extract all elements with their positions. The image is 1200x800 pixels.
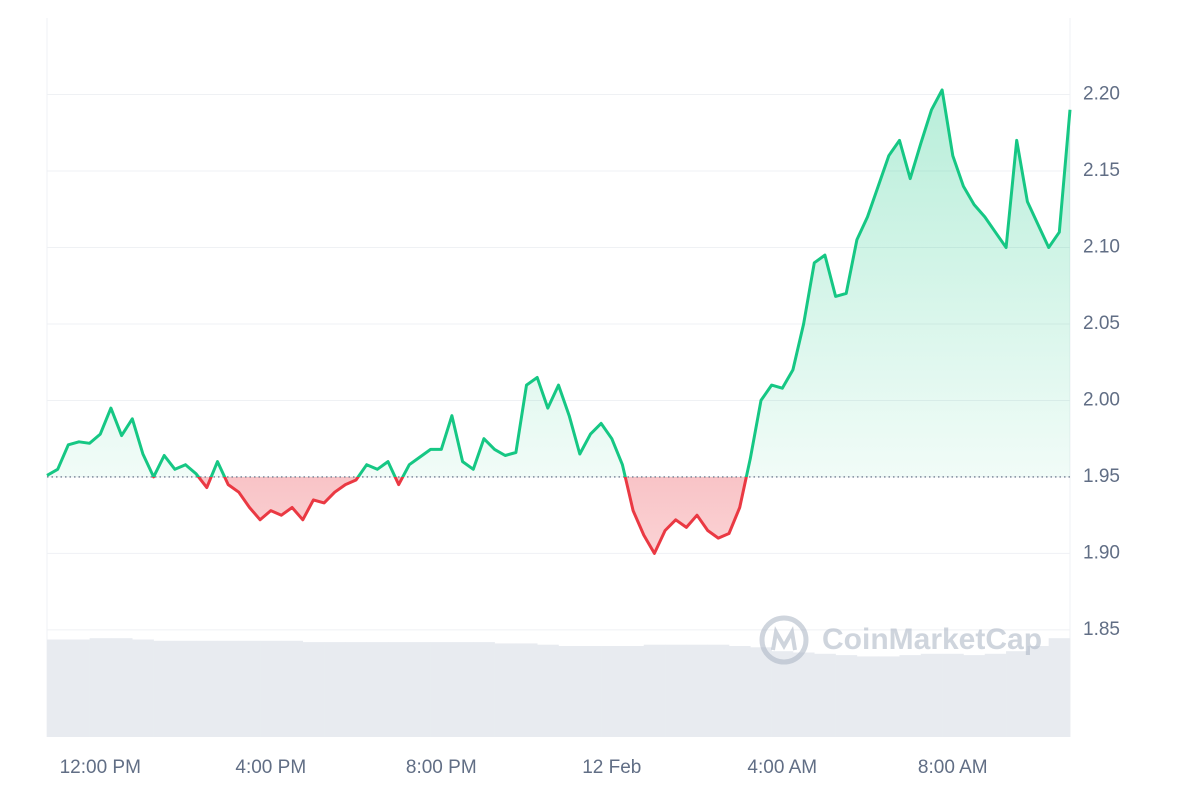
volume-bar (878, 656, 900, 737)
y-tick-label: 2.15 (1083, 160, 1120, 181)
volume-bar (750, 647, 772, 737)
volume-bar (515, 643, 538, 737)
volume-bar (89, 638, 112, 737)
volume-bar (920, 653, 943, 737)
volume-bar (494, 643, 517, 737)
volume-bars (47, 638, 1071, 737)
volume-bar (579, 646, 602, 737)
volume-bar (451, 642, 474, 737)
volume-bar (686, 644, 708, 737)
volume-bar (792, 652, 815, 737)
volume-bar (856, 656, 879, 737)
volume-bar (110, 638, 133, 737)
watermark-logo (759, 615, 809, 665)
axes: 1.85 1.90 1.95 2.00 2.05 2.10 2.15 2.20 12:00 PM… (60, 84, 1120, 779)
price-area (47, 89, 1070, 554)
y-tick-label: 2.00 (1083, 389, 1120, 410)
volume-bar (963, 655, 986, 737)
watermark: CoinMarketCap (759, 615, 1042, 665)
volume-bar (174, 640, 197, 737)
volume-bar (707, 644, 730, 737)
y-tick-label: 1.90 (1083, 542, 1120, 563)
volume-bar (153, 640, 176, 737)
volume-bar (217, 640, 240, 737)
watermark-text: CoinMarketCap (822, 623, 1042, 656)
volume-bar (729, 646, 751, 737)
volume-bar (324, 642, 346, 737)
x-tick-label: 8:00 PM (406, 757, 477, 778)
volume-bar (409, 642, 431, 737)
volume-bar (47, 639, 69, 737)
y-tick-label: 2.10 (1083, 236, 1120, 257)
volume-bar (281, 640, 304, 737)
x-tick-label: 8:00 AM (918, 757, 988, 778)
y-tick-label: 2.20 (1083, 84, 1120, 105)
volume-bar (942, 653, 964, 737)
x-tick-label: 4:00 PM (235, 757, 306, 778)
volume-bar (1006, 651, 1028, 737)
volume-bar (430, 642, 453, 737)
volume-bar (835, 655, 858, 737)
plot (46, 88, 1072, 555)
volume-bar (771, 651, 794, 737)
x-tick-label: 12 Feb (582, 757, 641, 778)
volume-bar (665, 644, 687, 737)
volume-bar (601, 646, 623, 737)
watermark-logo-mark (771, 626, 797, 651)
volume-bar (899, 655, 922, 737)
volume-bar (260, 640, 282, 737)
volume-bar (537, 644, 559, 737)
x-tick-label: 12:00 PM (60, 757, 141, 778)
volume-bar (388, 642, 410, 737)
y-tick-label: 1.85 (1083, 619, 1120, 640)
volume-bar (558, 646, 581, 737)
volume-bar (643, 644, 666, 737)
volume-bar (345, 642, 367, 737)
volume-bar (196, 640, 218, 737)
volume-bar (238, 640, 261, 737)
volume-bar (984, 653, 1007, 737)
price-line (46, 88, 1072, 555)
volume-bar (622, 646, 645, 737)
volume-bar (68, 639, 90, 737)
volume-bar (1027, 646, 1049, 737)
volume-bar (132, 639, 154, 737)
y-tick-label: 2.05 (1083, 313, 1120, 334)
volume-bar (366, 642, 389, 737)
y-tick-label: 1.95 (1083, 466, 1120, 487)
volume-bar (1048, 638, 1071, 737)
volume-bar (814, 653, 836, 737)
volume-bar (473, 642, 495, 737)
volume-bar (302, 642, 325, 737)
x-tick-label: 4:00 AM (747, 757, 817, 778)
